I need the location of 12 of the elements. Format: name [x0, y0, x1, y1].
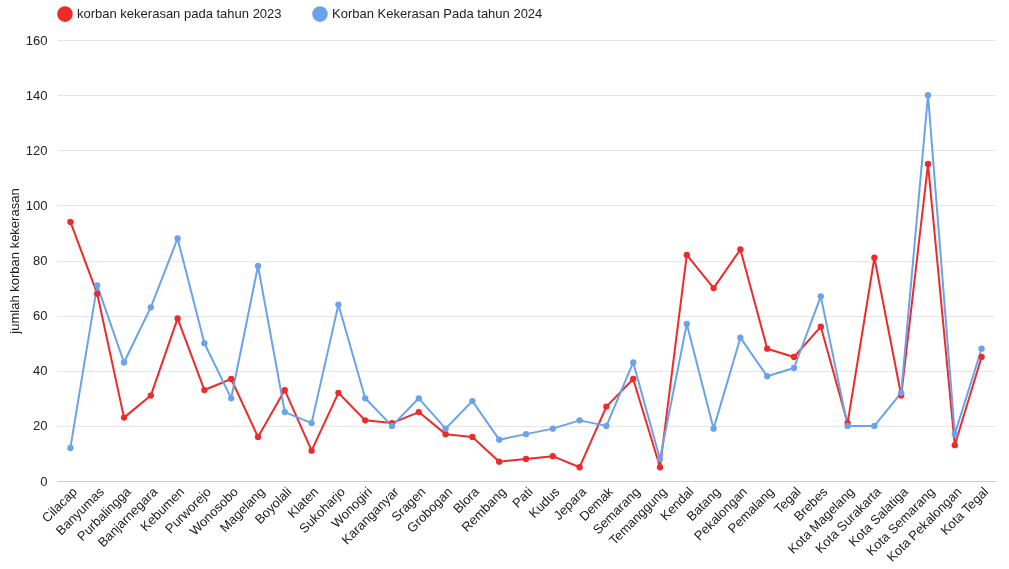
y-axis-title: jumlah korban kekerasan	[6, 188, 22, 335]
y-tick-label: 160	[25, 32, 48, 48]
y-tick-label: 20	[33, 418, 48, 434]
y-tick-label: 0	[40, 473, 48, 489]
y-tick-label: 40	[33, 363, 48, 379]
y-tick-label: 140	[25, 87, 48, 103]
y-tick-label: 120	[25, 142, 48, 158]
legend-label: Korban Kekerasan Pada tahun 2024	[332, 6, 543, 22]
y-tick-label: 80	[33, 253, 48, 268]
y-tick-label: 60	[33, 308, 48, 324]
y-tick-label: 100	[25, 197, 48, 213]
legend-label: korban kekerasan pada tahun 2023	[77, 6, 282, 22]
